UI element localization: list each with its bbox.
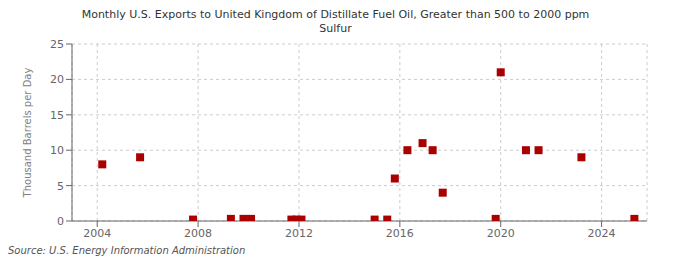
svg-text:5: 5 xyxy=(57,180,64,193)
svg-text:2016: 2016 xyxy=(386,227,414,240)
svg-text:15: 15 xyxy=(50,109,64,122)
html-text:Source: U.S. Energy Informatio: Source: U.S. Energy Information Administ… xyxy=(8,245,246,256)
svg-text:20: 20 xyxy=(50,73,64,86)
svg-text:0: 0 xyxy=(57,215,64,228)
svg-text:2024: 2024 xyxy=(588,227,616,240)
html-text:Sulfur: Sulfur xyxy=(319,22,352,35)
svg-text:10: 10 xyxy=(50,144,64,157)
svg-text:Thousand Barrels per Day: Thousand Barrels per Day xyxy=(22,68,33,199)
svg-text:2008: 2008 xyxy=(184,227,212,240)
svg-text:2012: 2012 xyxy=(285,227,313,240)
svg-text:25: 25 xyxy=(50,38,64,51)
html-text:Monthly U.S. Exports to United: Monthly U.S. Exports to United Kingdom o… xyxy=(81,8,590,21)
svg-text:2004: 2004 xyxy=(83,227,111,240)
svg-text:2020: 2020 xyxy=(487,227,515,240)
